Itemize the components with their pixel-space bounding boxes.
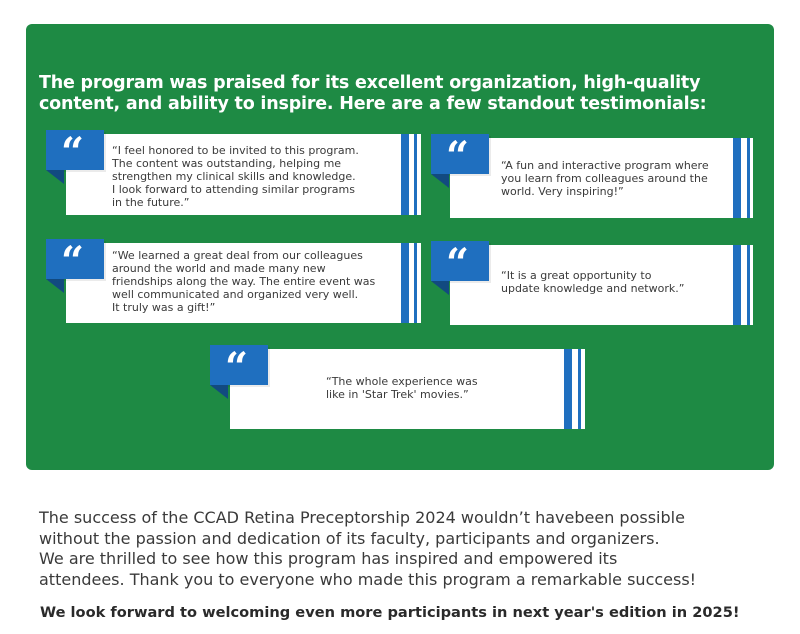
quote-icon: “: [446, 240, 470, 287]
quote-badge-3: “: [46, 239, 104, 295]
testimonial-text-1: “I feel honored to be invited to this pr…: [112, 144, 359, 209]
card-accent-bar-thin: [578, 349, 581, 429]
quote-icon: “: [61, 129, 85, 176]
card-accent-bar: [401, 134, 409, 215]
testimonial-card-2: “A fun and interactive program where you…: [450, 138, 753, 218]
card-accent-bar: [401, 243, 409, 323]
quote-badge-4: “: [431, 241, 489, 297]
card-accent-bar-thin: [747, 138, 750, 218]
card-accent-bar: [733, 138, 741, 218]
testimonial-card-3: “We learned a great deal from our collea…: [66, 243, 421, 323]
quote-badge-5: “: [210, 345, 268, 401]
testimonial-card-5: “The whole experience was like in 'Star …: [230, 349, 585, 429]
quote-icon: “: [61, 238, 85, 285]
testimonial-text-4: “It is a great opportunity to update kno…: [501, 269, 685, 295]
testimonial-card-4: “It is a great opportunity to update kno…: [450, 245, 753, 325]
card-accent-bar: [733, 245, 741, 325]
card-accent-bar-thin: [414, 243, 417, 323]
closing-paragraph: The success of the CCAD Retina Preceptor…: [39, 508, 697, 589]
closing-highlight: We look forward to welcoming even more p…: [40, 604, 740, 621]
quote-badge-1: “: [46, 130, 104, 186]
card-accent-bar: [564, 349, 572, 429]
testimonial-text-5: “The whole experience was like in 'Star …: [326, 375, 478, 401]
quote-icon: “: [446, 133, 470, 180]
card-accent-bar-thin: [414, 134, 417, 215]
quote-badge-2: “: [431, 134, 489, 190]
testimonial-text-3: “We learned a great deal from our collea…: [112, 249, 376, 314]
testimonial-text-2: “A fun and interactive program where you…: [501, 159, 709, 198]
card-accent-bar-thin: [747, 245, 750, 325]
quote-icon: “: [225, 344, 249, 391]
testimonial-card-1: “I feel honored to be invited to this pr…: [66, 134, 421, 215]
intro-heading: The program was praised for its excellen…: [39, 73, 707, 114]
